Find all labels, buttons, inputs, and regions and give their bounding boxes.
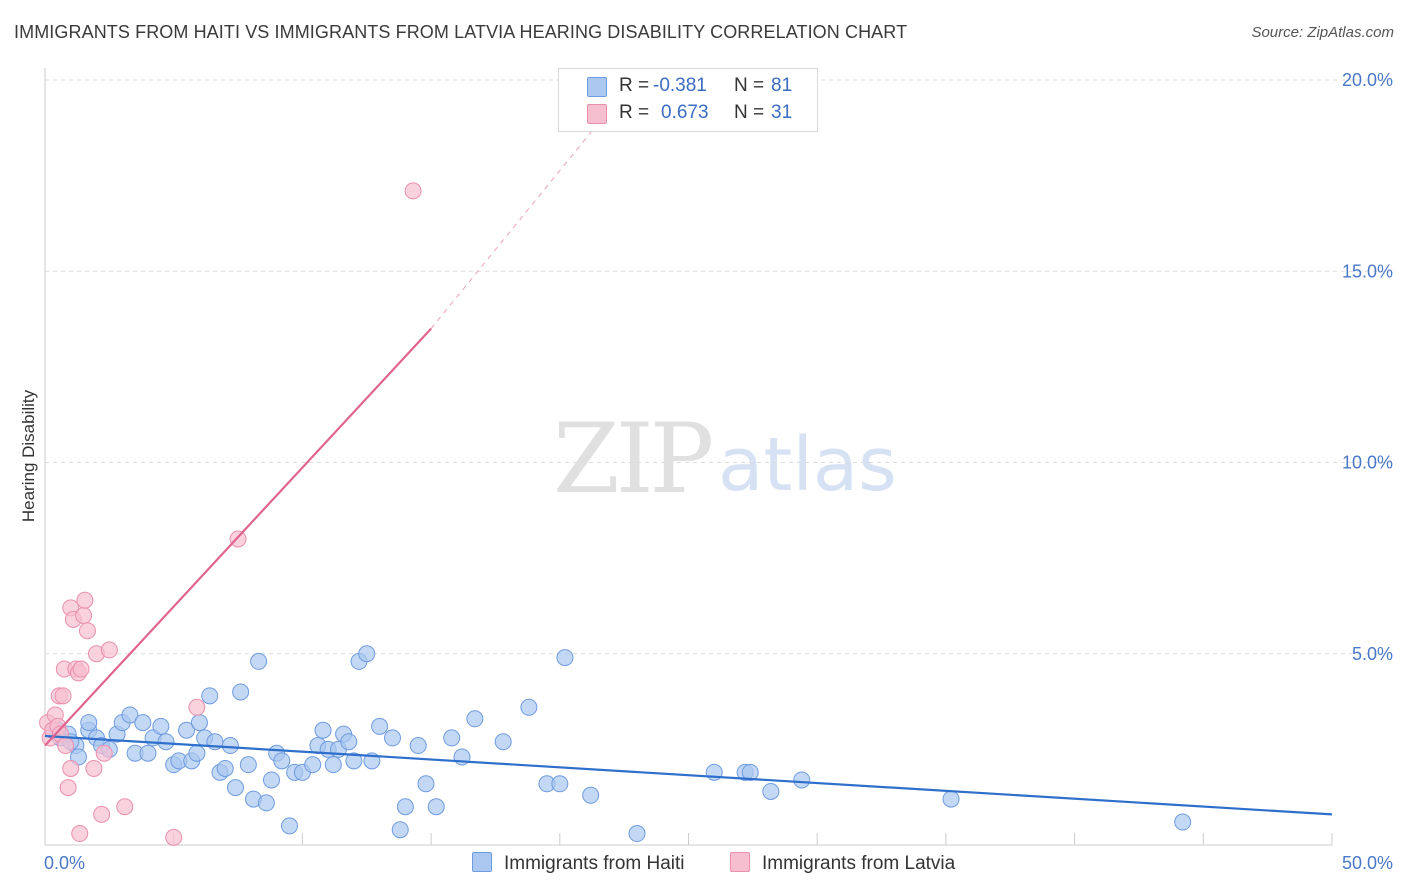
latvia-point <box>54 687 72 705</box>
latvia-legend-label: Immigrants from Latvia <box>762 853 956 874</box>
haiti-point <box>371 717 389 735</box>
latvia-point <box>404 182 422 200</box>
latvia-point <box>72 660 90 678</box>
latvia-n-value: 31 <box>771 102 793 123</box>
watermark-atlas: atlas <box>718 422 897 508</box>
haiti-point <box>281 817 299 835</box>
haiti-point <box>178 721 196 739</box>
latvia-point <box>188 698 206 716</box>
haiti-point <box>345 752 363 770</box>
latvia-point <box>165 828 183 846</box>
haiti-point <box>134 714 152 732</box>
haiti-point <box>383 729 401 747</box>
haiti-point <box>226 779 244 797</box>
haiti-point <box>443 729 461 747</box>
haiti-point <box>221 737 239 755</box>
latvia-point <box>76 591 94 609</box>
haiti-point <box>324 756 342 774</box>
haiti-point <box>188 744 206 762</box>
latvia-legend-swatch <box>730 852 750 872</box>
haiti-point <box>417 775 435 793</box>
legend-row-latvia: R = 0.673 N = 31 <box>559 99 817 126</box>
watermark-zip: ZIP <box>553 403 712 515</box>
y-axis-title: Hearing Disability <box>19 389 38 522</box>
haiti-point <box>582 786 600 804</box>
haiti-legend-label: Immigrants from Haiti <box>504 853 685 874</box>
haiti-point <box>409 737 427 755</box>
haiti-swatch <box>587 77 607 97</box>
latvia-point <box>95 744 113 762</box>
legend-item-latvia[interactable]: Immigrants from Latvia <box>730 852 955 875</box>
haiti-point <box>157 733 175 751</box>
latvia-point <box>75 607 93 624</box>
haiti-point <box>304 756 322 774</box>
x-tick-label-min: 0.0% <box>44 853 85 873</box>
latvia-point <box>116 798 134 816</box>
latvia-r-value: 0.673 <box>661 102 709 123</box>
stats-legend: R = -0.381 N = 81 R = 0.673 N = 31 <box>558 68 818 132</box>
haiti-point <box>263 771 281 789</box>
y-tick-label: 5.0% <box>1352 644 1393 664</box>
haiti-point <box>139 744 157 762</box>
latvia-n-label: N = <box>734 102 765 123</box>
haiti-point <box>427 798 445 816</box>
haiti-point <box>556 649 574 667</box>
latvia-r-label: R = <box>619 102 650 123</box>
latvia-swatch <box>587 104 607 124</box>
haiti-point <box>340 733 358 751</box>
haiti-point <box>793 771 811 789</box>
haiti-point <box>466 710 484 728</box>
haiti-point <box>239 756 257 774</box>
y-tick-label: 15.0% <box>1342 261 1393 281</box>
latvia-trendline <box>44 327 432 747</box>
haiti-point <box>628 825 646 843</box>
haiti-legend-swatch <box>472 852 492 872</box>
haiti-point <box>942 790 960 808</box>
haiti-point <box>273 752 291 770</box>
haiti-r-label: R = <box>619 75 650 96</box>
x-tick-label-max: 50.0% <box>1342 853 1393 873</box>
haiti-point <box>494 733 512 751</box>
latvia-point <box>71 825 89 843</box>
source-credit: Source: ZipAtlas.com <box>1251 24 1394 41</box>
y-tick-label: 20.0% <box>1342 70 1393 90</box>
haiti-n-value: 81 <box>771 75 793 96</box>
haiti-point <box>250 652 268 670</box>
haiti-point <box>762 782 780 800</box>
haiti-r-value: -0.381 <box>653 75 707 96</box>
haiti-point <box>551 775 569 793</box>
haiti-point <box>1174 813 1192 831</box>
haiti-point <box>314 721 332 739</box>
haiti-n-label: N = <box>734 75 765 96</box>
haiti-point <box>358 645 376 663</box>
haiti-point <box>190 714 208 732</box>
haiti-point <box>741 763 759 781</box>
haiti-point <box>520 698 538 716</box>
legend-item-haiti[interactable]: Immigrants from Haiti <box>472 852 685 875</box>
haiti-point <box>257 794 275 812</box>
haiti-point <box>80 714 98 732</box>
haiti-point <box>121 706 139 724</box>
latvia-point <box>62 760 80 777</box>
latvia-point <box>85 760 103 777</box>
latvia-point <box>57 737 75 755</box>
haiti-point <box>152 717 170 735</box>
y-tick-label: 10.0% <box>1342 453 1393 473</box>
latvia-point <box>93 805 111 823</box>
latvia-point <box>100 641 118 659</box>
legend-row-haiti: R = -0.381 N = 81 <box>559 72 817 99</box>
chart-title: IMMIGRANTS FROM HAITI VS IMMIGRANTS FROM… <box>14 22 908 42</box>
latvia-point <box>59 779 77 797</box>
haiti-point <box>232 683 250 701</box>
haiti-point <box>201 687 219 705</box>
latvia-point <box>78 622 96 640</box>
haiti-trendline <box>44 734 1333 816</box>
haiti-point <box>391 821 409 839</box>
haiti-point <box>216 760 234 777</box>
haiti-point <box>396 798 414 816</box>
